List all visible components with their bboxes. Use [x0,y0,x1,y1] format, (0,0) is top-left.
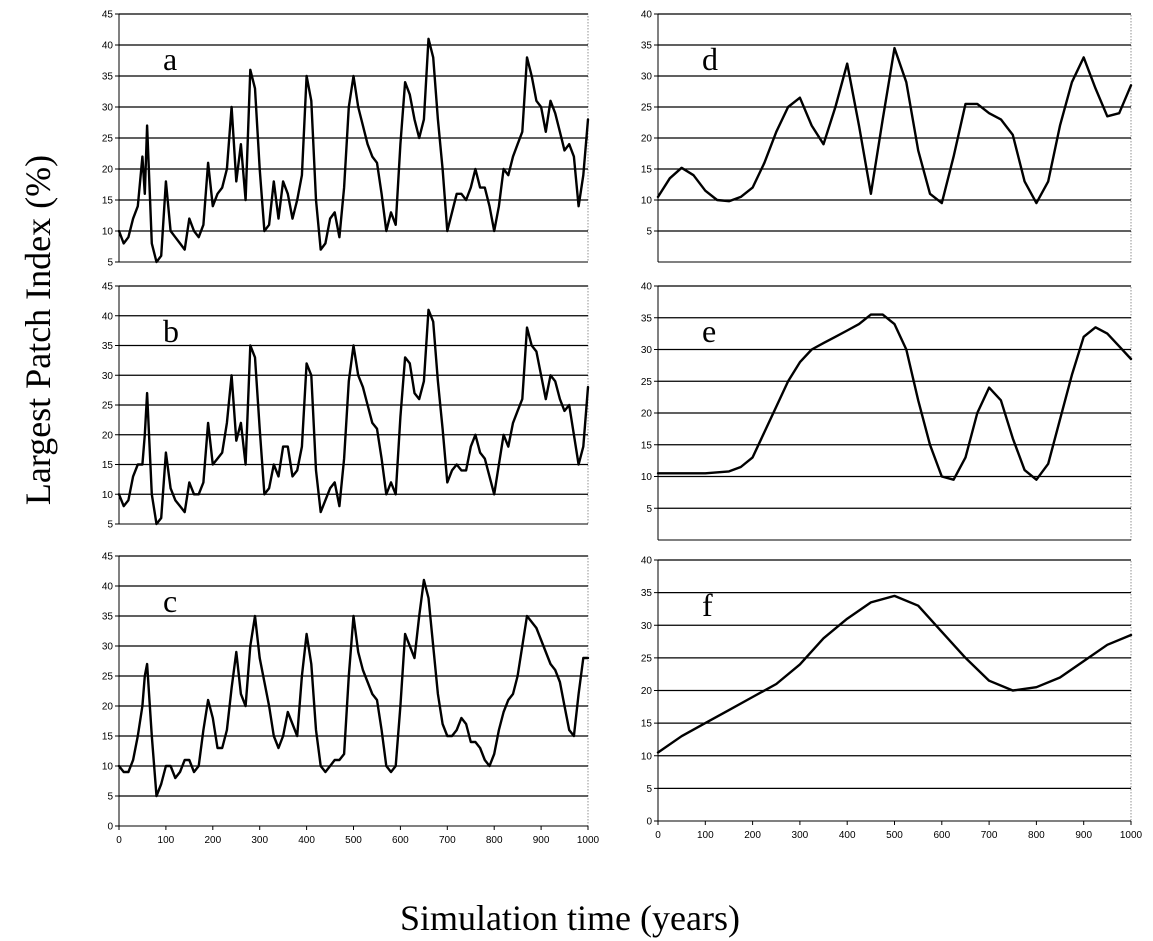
panel-f-x-tick-label: 200 [744,830,761,841]
panel-e-series-line [656,313,1133,481]
panel-b-y-tick-label: 5 [107,520,113,531]
panel-c-x-tick-label: 800 [486,835,503,846]
panel-c-x-tick-label: 200 [204,835,221,846]
panel-f-y-tick-label: 5 [646,784,652,795]
panel-b-y-tick-label: 15 [102,460,114,471]
panel-e-y-tick-label: 10 [641,472,653,483]
panel-a-y-tick-label: 30 [102,103,114,114]
panel-f-x-tick-label: 100 [697,830,714,841]
panel-d-y-tick-label: 30 [641,72,653,83]
panel-b-y-tick-label: 30 [102,371,114,382]
panel-c-y-tick-label: 35 [102,612,114,623]
panel-f-x-tick-label: 800 [1028,830,1045,841]
panel-c-letter: c [163,583,177,619]
panel-a-y-tick-label: 15 [102,196,114,207]
panel-c-y-tick-label: 0 [107,822,113,833]
panel-c-series-line [117,578,590,798]
panel-f-y-tick-label: 20 [641,686,653,697]
panel-f-x-tick-label: 1000 [1120,830,1143,841]
y-axis-title: Largest Patch Index (%) [18,155,58,505]
panel-d-series-line [656,46,1133,205]
panel-c-frame [118,555,589,827]
panel-f-y-tick-label: 40 [641,556,653,567]
panel-d-y-tick-label: 35 [641,41,653,52]
panel-a-letter: a [163,41,177,77]
panel-f-y-tick-label: 10 [641,751,653,762]
panel-c-x-tick-label: 300 [251,835,268,846]
panel-c-y-tick-label: 5 [107,792,113,803]
panel-e-y-tick-label: 5 [646,504,652,515]
panel-e-y-tick-label: 40 [641,282,653,293]
panel-c-y-tick-label: 15 [102,732,114,743]
panel-b-letter: b [163,313,179,349]
panel-e-y-tick-label: 35 [641,313,653,324]
panel-c-y-tick-label: 30 [102,642,114,653]
panel-a-y-tick-label: 25 [102,134,114,145]
panel-e-y-tick-label: 30 [641,345,653,356]
panel-b-series-line [117,308,590,526]
panel-b-y-tick-label: 20 [102,430,114,441]
panel-b-y-tick-label: 25 [102,401,114,412]
panel-f-x-tick-label: 0 [655,830,661,841]
x-axis-title: Simulation time (years) [400,898,740,938]
panel-d-y-tick-label: 40 [641,10,653,21]
panel-e-y-tick-label: 20 [641,409,653,420]
panel-b-y-tick-label: 40 [102,311,114,322]
panel-e-y-tick-label: 25 [641,377,653,388]
panel-f-x-tick-label: 600 [933,830,950,841]
panel-c-x-tick-label: 1000 [577,835,600,846]
panel-d-y-tick-label: 25 [641,103,653,114]
panel-c-y-tick-label: 45 [102,552,114,563]
panel-f-x-tick-label: 500 [886,830,903,841]
panel-c-y-tick-label: 40 [102,582,114,593]
panel-c-x-tick-label: 500 [345,835,362,846]
panel-a-y-tick-label: 20 [102,165,114,176]
panel-b-y-tick-label: 45 [102,282,114,293]
panel-f-letter: f [702,587,713,623]
panel-a-series-line [117,37,590,264]
panel-c-y-tick-label: 25 [102,672,114,683]
panel-c-x-tick-label: 600 [392,835,409,846]
panel-c-x-tick-label: 900 [533,835,550,846]
panel-f-y-tick-label: 30 [641,621,653,632]
panel-f-y-tick-label: 0 [646,817,652,828]
panel-b-y-tick-label: 10 [102,490,114,501]
panel-d-letter: d [702,41,718,77]
panel-b-y-tick-label: 35 [102,341,114,352]
panel-c-x-tick-label: 100 [158,835,175,846]
panel-f-x-tick-label: 400 [839,830,856,841]
panel-f-y-tick-label: 35 [641,588,653,599]
panel-c-x-tick-label: 400 [298,835,315,846]
panel-f-x-tick-label: 700 [981,830,998,841]
panel-a-y-tick-label: 5 [107,258,113,269]
panel-a-y-tick-label: 10 [102,227,114,238]
panel-e-letter: e [702,313,716,349]
panel-f-series-line [656,594,1133,754]
panel-f-x-tick-label: 900 [1075,830,1092,841]
panel-d-y-tick-label: 5 [646,227,652,238]
panel-c-y-tick-label: 10 [102,762,114,773]
panel-c-x-tick-label: 0 [116,835,122,846]
panel-f-x-tick-label: 300 [792,830,809,841]
panel-f-y-tick-label: 25 [641,653,653,664]
panel-d-y-tick-label: 10 [641,196,653,207]
panel-e-y-tick-label: 15 [641,440,653,451]
panel-a-y-tick-label: 35 [102,72,114,83]
panel-a-y-tick-label: 40 [102,41,114,52]
panel-d-y-tick-label: 15 [641,165,653,176]
panel-f-y-tick-label: 15 [641,719,653,730]
panel-c-x-tick-label: 700 [439,835,456,846]
panel-c-y-tick-label: 20 [102,702,114,713]
panel-a-y-tick-label: 45 [102,10,114,21]
panel-d-y-tick-label: 20 [641,134,653,145]
